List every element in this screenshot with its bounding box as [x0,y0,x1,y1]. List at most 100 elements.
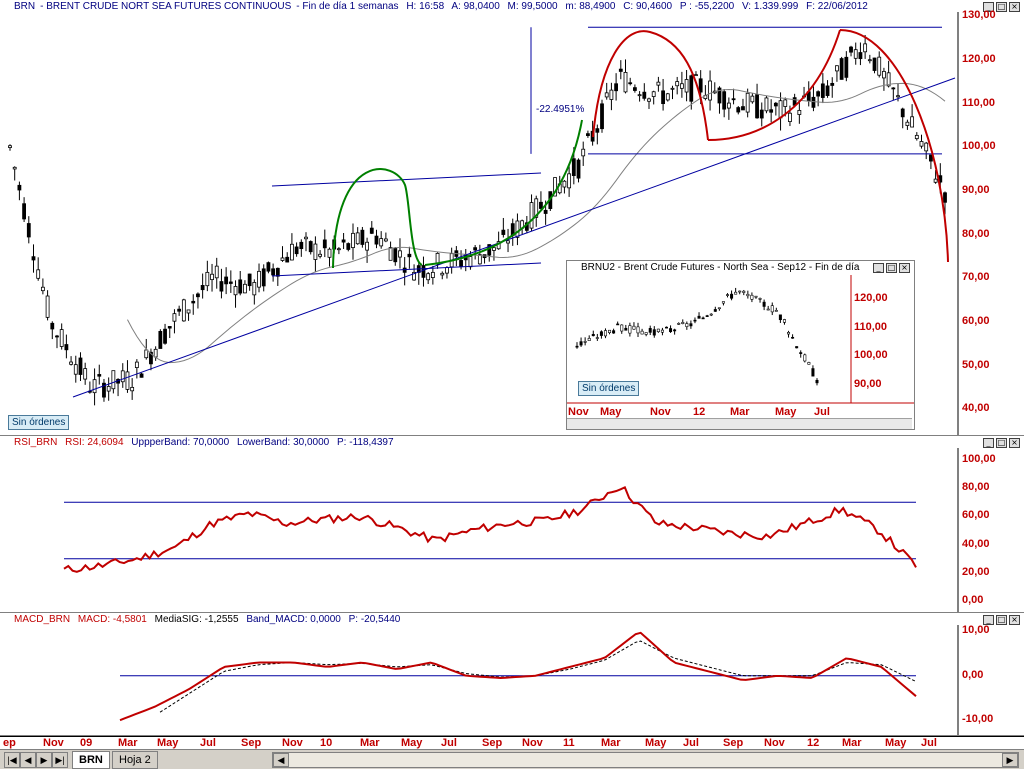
inset-chart[interactable] [567,261,914,429]
candle-body [83,368,88,380]
orders-badge[interactable]: Sin órdenes [8,415,70,430]
rsi-close-button[interactable]: × [1009,438,1020,448]
candle-body [553,177,557,197]
x-axis-tick: Nov [43,737,64,749]
inset-candle-body [681,322,685,324]
rsi-p: P: -118,4397 [337,437,394,448]
sheet-tab-bar: |◀ ◀ ▶ ▶| BRN Hoja 2 ◀ ▶ [0,749,1024,769]
macd-chart[interactable] [0,613,1024,735]
rsi-chart[interactable] [0,436,1024,612]
candle-body [252,282,257,296]
candle-body [731,98,736,101]
inset-candle-body [766,308,770,311]
x-axis-tick: Nov [282,737,303,749]
candle-body [543,209,548,214]
tab-hoja-2[interactable]: Hoja 2 [112,751,158,769]
candle-body [919,141,924,147]
last-sheet-button[interactable]: ▶| [52,752,68,768]
prev-sheet-button[interactable]: ◀ [20,752,36,768]
candle-body [186,309,191,314]
candle-body [40,286,45,292]
macd-maximize-button[interactable]: □ [996,615,1007,625]
candle-body [698,78,703,93]
macd-signal: MediaSIG: -1,2555 [154,614,239,625]
minimize-button[interactable]: _ [983,2,994,12]
inset-candle-body [713,309,717,312]
candle-body [755,94,759,119]
x-axis-tick: May [645,737,667,749]
candle-body [670,87,675,90]
inset-candle-body [717,307,721,310]
candle-body [632,87,637,91]
price-y-tick: 40,00 [962,402,990,415]
candle-body [689,75,694,102]
inset-candle-body [673,329,677,332]
rsi-minimize-button[interactable]: _ [983,438,994,448]
candle-body [247,273,252,287]
horizontal-scrollbar[interactable]: ◀ ▶ [272,752,1019,768]
price-pane-title: BRN - BRENT CRUDE NORT SEA FUTURES CONTIN… [14,1,868,12]
inset-window-buttons: _ □ × [873,263,910,273]
inset-x-tick: Mar [730,406,750,418]
candle-body [304,236,308,240]
macd-pane[interactable]: MACD_BRN MACD: -4,5801 MediaSIG: -1,2555… [0,613,1024,736]
inset-candle-body [701,317,705,320]
macd-y-tick: 10,00 [962,624,990,637]
candle-body [586,133,590,136]
first-sheet-button[interactable]: |◀ [4,752,20,768]
inset-minimize-button[interactable]: _ [873,263,884,273]
next-sheet-button[interactable]: ▶ [36,752,52,768]
scroll-right-button[interactable]: ▶ [1002,753,1018,767]
inset-maximize-button[interactable]: □ [886,263,897,273]
inset-close-button[interactable]: × [899,263,910,273]
tab-brn[interactable]: BRN [72,751,110,769]
macd-minimize-button[interactable]: _ [983,615,994,625]
inset-x-tick: Jul [814,406,830,418]
x-axis-tick: 10 [320,737,333,749]
maximize-button[interactable]: □ [996,2,1007,12]
candle-body [571,158,576,177]
rsi-maximize-button[interactable]: □ [996,438,1007,448]
candle-body [679,83,684,89]
candle-body [886,72,891,87]
x-axis-tick: 12 [807,737,820,749]
inset-candle-body [608,329,612,333]
candle-body [158,330,163,349]
close-button[interactable]: × [1009,2,1020,12]
candle-body [924,142,929,152]
price-y-tick: 90,00 [962,183,990,196]
candle-body [22,203,26,220]
candle-body [651,91,656,97]
inset-orders-badge[interactable]: Sin órdenes [578,381,640,396]
rsi-pane[interactable]: RSI_BRN RSI: 24,6094 UppperBand: 70,0000… [0,436,1024,613]
inset-candle-body [787,332,791,335]
inset-scrollbar[interactable] [567,418,912,429]
x-axis-tick: ep [3,737,16,749]
macd-close-button[interactable]: × [1009,615,1020,625]
rsi-lower-band: LowerBand: 30,0000 [236,437,330,448]
scroll-left-button[interactable]: ◀ [273,753,289,767]
candle-body [365,241,369,251]
inset-candle-body [640,330,644,335]
candle-body [825,85,830,96]
inset-candle-body [660,329,664,333]
candle-body [849,46,853,53]
candle-body [905,121,910,126]
inset-window[interactable]: BRNU2 - Brent Crude Futures - North Sea … [566,260,915,430]
percent-annotation: -22.4951% [536,104,585,115]
candle-body [440,272,445,276]
inset-candle-body [575,345,579,348]
stat-a: A: 98,0400 [451,1,500,12]
x-axis-tick: Sep [241,737,262,749]
price-chart[interactable] [0,0,1024,435]
inset-x-tick: Nov [650,406,671,418]
candle-body [318,253,323,257]
inset-candle-body [705,315,709,317]
price-pane[interactable]: BRN - BRENT CRUDE NORT SEA FUTURES CONTIN… [0,0,1024,436]
inset-candle-body [734,291,738,295]
candle-body [393,247,398,263]
candle-body [224,276,229,285]
x-axis-tick: Nov [522,737,543,749]
candle-body [910,116,915,128]
inset-candle-body [624,327,628,331]
